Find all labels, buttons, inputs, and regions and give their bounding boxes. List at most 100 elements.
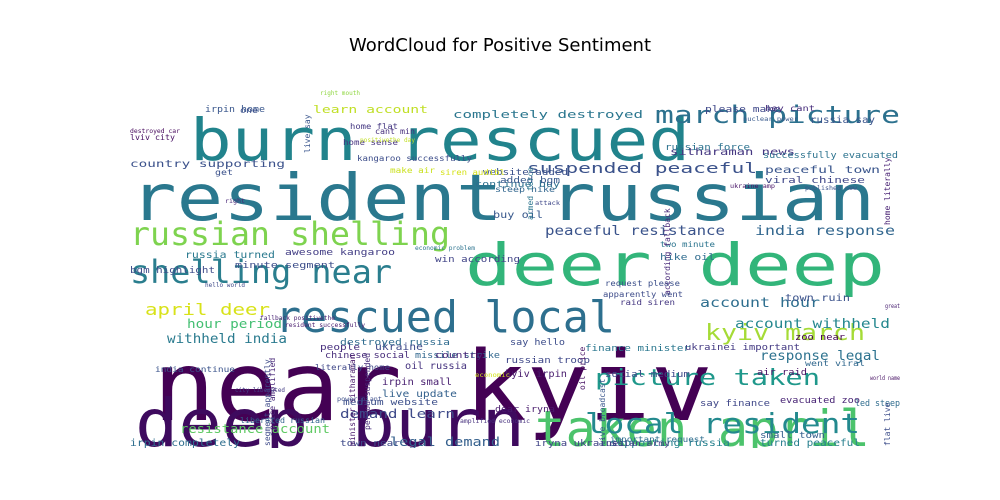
cloud-word: dear iryna <box>495 405 555 415</box>
cloud-word: apparently went <box>603 290 683 299</box>
cloud-word: economic <box>475 372 510 379</box>
cloud-word: continue buy <box>475 180 561 190</box>
cloud-word: zoo near <box>795 333 846 343</box>
cloud-word: near kyiv <box>153 331 713 443</box>
cloud-word: kangaroo successfully <box>357 154 472 163</box>
cloud-word: siren audibl <box>440 168 505 177</box>
cloud-word: response legal <box>760 349 880 364</box>
cloud-word: home literally <box>883 157 892 225</box>
cloud-word: air raid <box>757 368 807 378</box>
cloud-word: fallback positivethe <box>260 315 335 322</box>
cloud-word: viral chinese <box>765 176 865 186</box>
cloud-word: legal demand <box>390 435 500 448</box>
cloud-word: request please <box>605 279 680 288</box>
cloud-word: irpin completely <box>130 438 240 448</box>
cloud-word: peaceful town <box>765 165 880 176</box>
cloud-word: published new <box>805 185 857 192</box>
cloud-word: march picture <box>655 101 900 129</box>
cloud-word: burn rescued <box>190 106 690 174</box>
cloud-word: website added <box>483 168 568 178</box>
cloud-word: minister sitharaman <box>348 354 357 446</box>
cloud-word: peaceful resistance <box>545 224 725 239</box>
cloud-word: kyiv irpin <box>505 369 567 380</box>
cloud-word: deep burn <box>135 385 525 448</box>
cloud-word: chinese social <box>325 351 410 361</box>
cloud-word: demand learn <box>340 407 455 421</box>
cloud-word: home flat <box>350 122 398 131</box>
cloud-word: russian force <box>665 143 750 153</box>
cloud-word: suspended peaceful <box>527 161 757 177</box>
cloud-word: hey cant <box>765 104 815 113</box>
cloud-word: shelling near <box>130 253 392 291</box>
cloud-word: win according <box>435 255 520 265</box>
word-cloud: near kyiv deep burn resident russian burn r… <box>125 60 900 448</box>
cloud-word: russian army <box>600 439 670 448</box>
cloud-word: went viral <box>805 359 865 368</box>
cloud-word: people <box>320 343 360 353</box>
cloud-word: cant min <box>375 127 415 136</box>
cloud-word: medium website <box>343 398 438 408</box>
cloud-word: country supporting <box>130 159 285 170</box>
cloud-word: home sense <box>343 138 398 147</box>
cloud-word: resident russian <box>130 162 875 236</box>
cloud-word: oil russia <box>405 361 467 372</box>
cloud-word: social medium <box>605 370 690 380</box>
cloud-word: sitharaman news <box>670 147 795 158</box>
cloud-word: town ruin <box>785 293 850 304</box>
cloud-word: destroyed russia <box>340 338 450 348</box>
cloud-word: live say <box>303 114 312 153</box>
cloud-word: say finance <box>700 399 770 409</box>
cloud-word: successfully evacuated <box>763 151 898 161</box>
cloud-word: resistance account <box>180 422 330 436</box>
cloud-word: bgm highlight <box>130 266 215 276</box>
cloud-word: evacuated zoo <box>780 396 860 406</box>
cloud-word: rescued local <box>275 292 615 343</box>
cloud-word: town near <box>340 439 401 448</box>
cloud-word: literally home <box>315 363 390 372</box>
cloud-word: irpin home <box>205 105 265 115</box>
cloud-word: taken april <box>535 400 870 448</box>
cloud-word: segment apparently <box>263 359 272 446</box>
cloud-word: liberated russian <box>240 416 325 425</box>
cloud-word: russia turned <box>185 250 275 261</box>
cloud-word: according fallback <box>663 208 672 295</box>
cloud-word: amplified economic <box>460 418 530 425</box>
cloud-word: period suspended <box>363 353 372 430</box>
cloud-word: hour period <box>187 317 282 331</box>
cloud-word: completely destroyed <box>453 108 643 121</box>
chart-title: WordCloud for Positive Sentiment <box>348 35 652 56</box>
cloud-word: supporting russia <box>610 438 730 448</box>
cloud-word: finance minister <box>585 344 691 354</box>
cloud-word: russia say <box>810 115 875 126</box>
cloud-word: withheld india <box>167 332 287 347</box>
cloud-word: raid siren <box>620 298 675 307</box>
cloud-word: kyiv march <box>705 321 865 346</box>
cloud-word: destroyed car <box>130 128 180 135</box>
cloud-word: say hello <box>510 338 565 348</box>
cloud-word: deer deep <box>465 231 885 299</box>
cloud-word: two minute <box>660 240 715 249</box>
cloud-word: oil price <box>578 346 587 390</box>
cloud-word: minute segment <box>235 261 335 271</box>
cloud-word: led steep <box>855 399 900 409</box>
cloud-word: live update <box>382 389 457 400</box>
cloud-word: city liberated <box>235 387 285 394</box>
cloud-word: account withheld <box>735 317 890 332</box>
cloud-word: buy oil <box>493 210 543 221</box>
cloud-word: flat live <box>883 402 892 446</box>
cloud-word: april deer <box>145 300 270 319</box>
cloud-word: russian shelling <box>130 215 450 253</box>
cloud-word: small town <box>760 431 825 441</box>
cloud-word: economic problem <box>415 245 475 252</box>
cloud-word: missile strike <box>415 351 500 361</box>
cloud-word: india response <box>755 224 895 239</box>
cloud-word: turned peaceful <box>760 438 860 448</box>
cloud-word: resident successfully <box>285 322 365 329</box>
cloud-word: attack <box>535 200 560 207</box>
cloud-word: armed force <box>526 167 535 220</box>
cloud-word: ukrainei important <box>685 343 800 353</box>
cloud-word: india continue <box>155 365 235 374</box>
cloud-word: iryna ukrainei <box>535 439 625 448</box>
cloud-word: positivethe day <box>360 137 415 144</box>
